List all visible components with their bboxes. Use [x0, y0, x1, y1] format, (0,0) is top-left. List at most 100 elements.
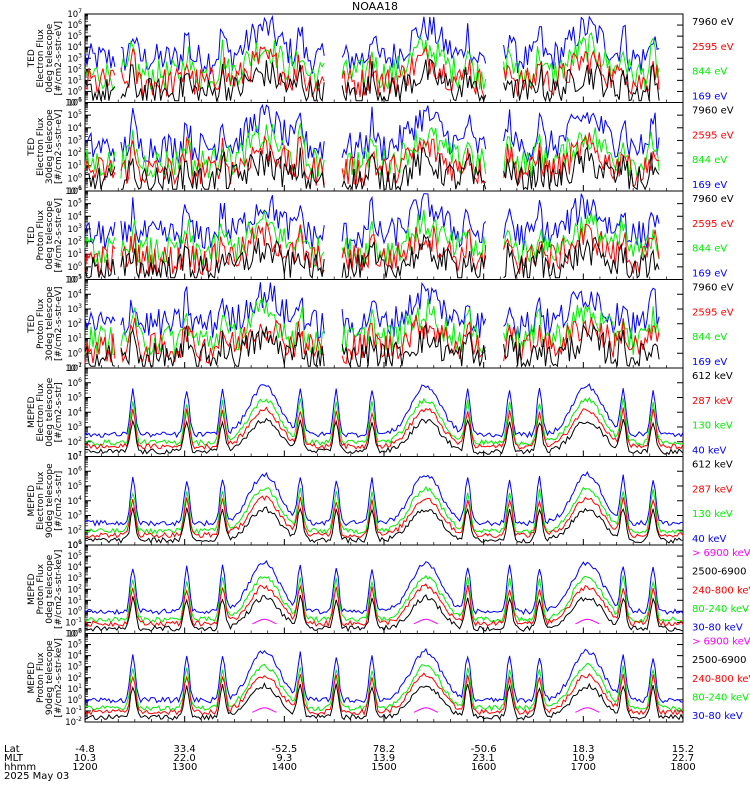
- series-line-black: [84, 233, 660, 280]
- footer-hhmm-value: 1300: [172, 762, 197, 773]
- footer-row-label: Lat: [4, 744, 20, 755]
- series-line-black: [84, 506, 684, 545]
- y-tick-label: 102: [67, 436, 82, 448]
- legend-entry: 844 eV: [692, 67, 727, 78]
- chart-title: NOAA18: [352, 0, 398, 13]
- legend-entry: 30-80 keV: [692, 711, 743, 722]
- series-line-red: [84, 45, 660, 98]
- series-line-blue: [84, 383, 684, 439]
- y-axis-label: 30deg telescope: [45, 109, 55, 184]
- legend-entry: 80-240 keV: [692, 604, 749, 615]
- series-line-blue: [84, 560, 684, 616]
- series-line-magenta: [252, 707, 600, 713]
- y-axis-label: 0deg telescope: [45, 554, 55, 624]
- series-line-magenta: [252, 618, 600, 625]
- legend-entry: 169 eV: [692, 92, 727, 103]
- y-axis-label: Proton Flux: [36, 563, 46, 614]
- legend-entry: 844 eV: [692, 244, 727, 255]
- y-tick-label: 106: [67, 97, 82, 109]
- series-line-black: [84, 145, 660, 192]
- legend-entry: 240-800 keV: [692, 674, 750, 685]
- legend-entry: 7960 eV: [692, 106, 734, 117]
- legend-entry: 2595 eV: [692, 42, 734, 53]
- y-tick-label: 105: [67, 392, 82, 404]
- y-axis-label: 0deg telescope: [45, 23, 55, 93]
- y-axis-label: Proton Flux: [36, 298, 46, 349]
- legend-entry: 287 keV: [692, 396, 733, 407]
- legend-entry: 2595 eV: [692, 219, 734, 230]
- y-tick-label: 105: [67, 198, 82, 210]
- legend-entry: 40 keV: [692, 534, 726, 545]
- series-line-green: [84, 209, 660, 268]
- series-line-green: [84, 123, 660, 179]
- legend-entry: 7960 eV: [692, 283, 734, 294]
- y-tick-label: 105: [67, 109, 82, 121]
- series-line-red: [84, 583, 684, 628]
- footer-hhmm-value: 1400: [272, 762, 297, 773]
- footer-mlt-value: 10.9: [572, 753, 594, 764]
- footer-mlt-value: 22.7: [672, 753, 694, 764]
- series-line-blue: [84, 193, 660, 251]
- footer-hhmm-value: 1200: [72, 762, 97, 773]
- series-line-blue: [84, 647, 684, 704]
- y-axis-label: Electron Flux: [36, 471, 46, 530]
- y-tick-label: 106: [67, 377, 82, 389]
- series-line-black: [84, 682, 684, 721]
- series-line-red: [84, 406, 684, 451]
- footer-row-label: 2025 May 03: [4, 771, 69, 782]
- y-axis-label: TED: [27, 49, 37, 68]
- y-tick-label: 101: [67, 248, 82, 260]
- y-axis-label: 0deg telescope: [45, 200, 55, 270]
- footer-mlt-value: 13.9: [373, 753, 395, 764]
- footer-lat-value: 18.3: [572, 744, 594, 755]
- panel-frame: [84, 544, 684, 634]
- footer-mlt-value: 10.3: [74, 753, 96, 764]
- series-line-green: [84, 298, 660, 356]
- legend-entry: > 6900 keV: [692, 548, 750, 559]
- y-axis-label: [#/cm2-s-str-eV]: [54, 198, 64, 273]
- footer-mlt-value: 23.1: [473, 753, 495, 764]
- footer-lat-value: -50.6: [471, 744, 497, 755]
- legend-entry: 612 keV: [692, 460, 733, 471]
- legend-entry: 844 eV: [692, 155, 727, 166]
- legend-entry: 2500-6900: [692, 655, 747, 666]
- panel-frame: [84, 102, 684, 192]
- series-line-blue: [84, 103, 660, 164]
- footer-row-label: hhmm: [4, 762, 36, 773]
- y-tick-label: 107: [67, 451, 82, 463]
- footer-mlt-value: 22.0: [174, 753, 196, 764]
- legend-entry: 612 keV: [692, 371, 733, 382]
- y-axis-label: [#/cm2-s-str-eV]: [54, 21, 64, 96]
- series-line-green: [84, 396, 684, 447]
- footer-lat-value: 33.4: [174, 744, 196, 755]
- footer-lat-value: 15.2: [672, 744, 694, 755]
- series-line-green: [84, 574, 684, 624]
- y-tick-label: 103: [67, 303, 82, 315]
- y-axis-label: MEPED: [27, 396, 37, 428]
- legend-entry: 80-240 keV: [692, 692, 749, 703]
- legend-entry: 2595 eV: [692, 307, 734, 318]
- series-line-blue: [84, 470, 684, 527]
- y-tick-label: 105: [67, 480, 82, 492]
- series-line-blue: [84, 14, 660, 75]
- y-axis-label: Electron Flux: [36, 117, 46, 176]
- y-axis-label: Electron Flux: [36, 28, 46, 87]
- y-tick-label: 103: [67, 510, 82, 522]
- y-axis-label: Proton Flux: [36, 652, 46, 703]
- series-line-black: [84, 417, 684, 456]
- y-tick-label: 103: [67, 421, 82, 433]
- panel-frame: [84, 367, 684, 457]
- y-axis-label: TED: [27, 315, 37, 334]
- footer-row-label: MLT: [4, 753, 24, 764]
- y-tick-label: 104: [67, 210, 82, 222]
- y-axis-label: 0deg telescope: [45, 377, 55, 447]
- footer-mlt-value: 9.3: [276, 753, 292, 764]
- series-line-black: [84, 58, 660, 103]
- series-line-red: [84, 495, 684, 539]
